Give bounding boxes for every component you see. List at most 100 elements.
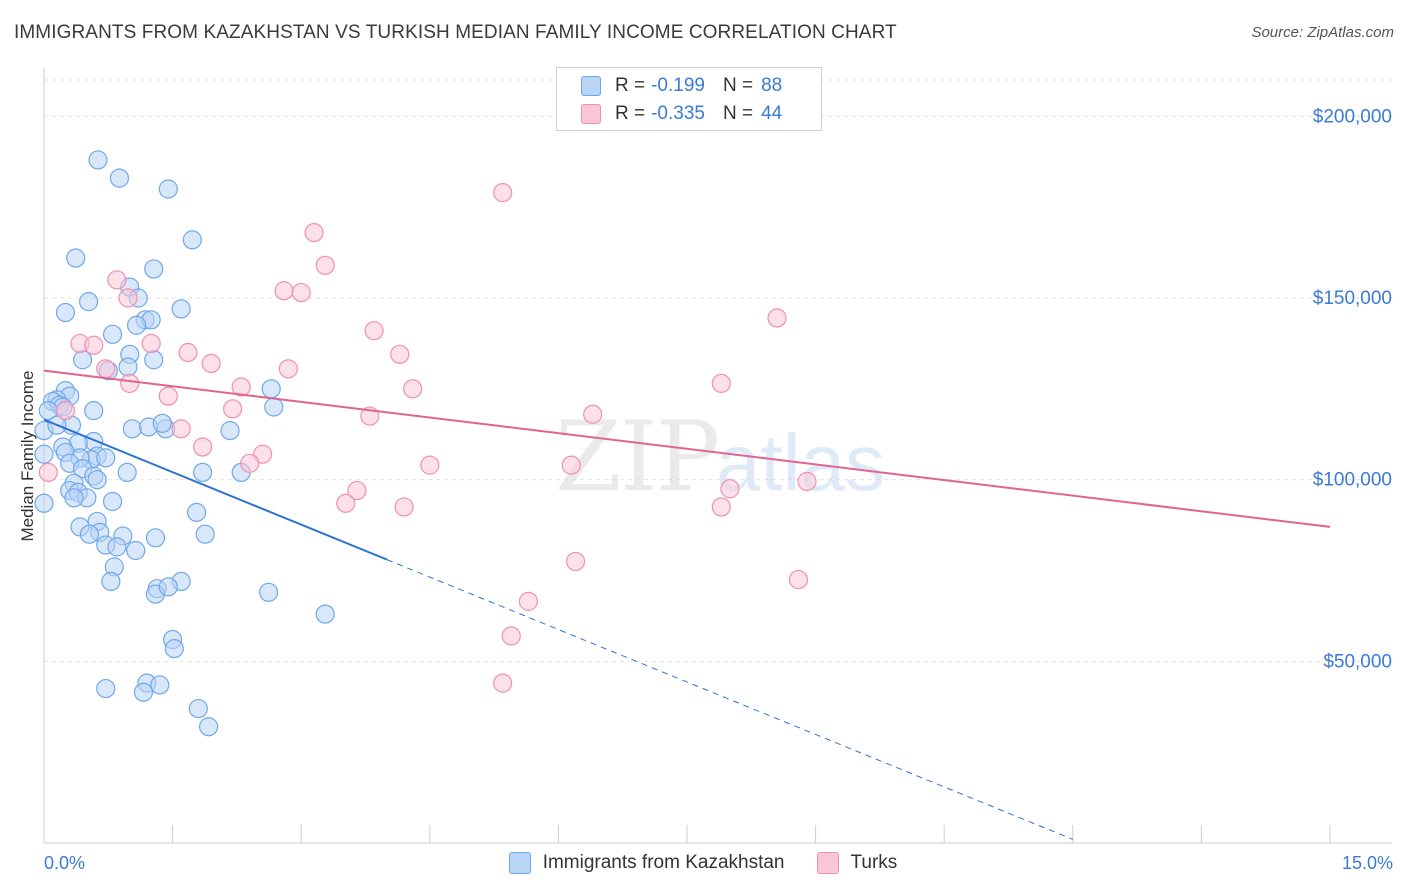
turks-point <box>223 399 243 419</box>
turks-point <box>583 404 603 424</box>
kazakhstan-point <box>101 571 121 592</box>
turks-point <box>120 373 140 393</box>
kazakhstan-point <box>144 259 164 279</box>
kazakhstan-point <box>88 150 108 170</box>
kazakhstan-point <box>264 397 284 417</box>
kazakhstan-point <box>150 675 170 695</box>
legend-row-kazakhstan: R = -0.199 N = 88 <box>581 73 782 99</box>
turks-point <box>711 373 731 393</box>
turks-point <box>158 386 178 406</box>
kazakhstan-point <box>126 315 147 335</box>
legend-n-value: 88 <box>761 75 783 96</box>
chart-source: Source: ZipAtlas.com <box>1251 24 1394 41</box>
x-tick-label-max: 15.0% <box>1342 853 1393 873</box>
kazakhstan-point <box>126 540 146 561</box>
kazakhstan-point <box>96 678 116 699</box>
chart-title: IMMIGRANTS FROM KAZAKHSTAN VS TURKISH ME… <box>14 22 897 43</box>
legend-swatch-kazakhstan <box>581 76 601 96</box>
turks-point <box>501 626 521 646</box>
turks-point <box>347 480 367 501</box>
turks-point <box>171 419 191 439</box>
legend-n-value: 44 <box>761 103 783 124</box>
kazakhstan-point <box>122 419 142 439</box>
turks-point <box>767 308 787 328</box>
kazakhstan-point <box>64 488 84 508</box>
kazakhstan-point <box>66 248 86 268</box>
kazakhstan-point <box>315 604 335 624</box>
series-swatch-kazakhstan <box>508 852 531 874</box>
kazakhstan-point <box>158 577 178 597</box>
turks-point <box>797 471 817 492</box>
legend-row-turks: R = -0.335 N = 44 <box>581 101 782 127</box>
series-label-turks: Turks <box>850 852 898 873</box>
y-tick-label: $50,000 <box>1323 651 1392 672</box>
series-legend-kazakhstan[interactable]: Immigrants from Kazakhstan <box>508 852 785 874</box>
kazakhstan-point <box>102 324 123 344</box>
turks-point <box>403 379 423 399</box>
kazakhstan-point <box>199 717 219 737</box>
turks-point <box>278 359 298 379</box>
kazakhstan-point <box>79 524 100 544</box>
kazakhstan-point <box>220 421 240 441</box>
kazakhstan-point <box>96 448 116 468</box>
turks-point <box>420 455 440 475</box>
kazakhstan-point <box>188 698 208 719</box>
watermark-zip: ZIP <box>555 401 718 513</box>
turks-point <box>55 401 76 421</box>
kazakhstan-trend-extension <box>386 559 1073 840</box>
turks-point <box>711 497 731 517</box>
kazakhstan-point <box>259 582 279 602</box>
kazakhstan-point <box>118 357 138 377</box>
kazakhstan-point <box>187 502 207 522</box>
y-tick-label: $150,000 <box>1313 288 1392 309</box>
legend-r-value: -0.199 <box>651 75 705 96</box>
turks-point <box>193 437 213 457</box>
turks-point <box>493 183 513 203</box>
turks-point <box>201 353 221 373</box>
kazakhstan-point <box>102 491 123 512</box>
kazakhstan-point <box>182 230 202 250</box>
turks-point <box>291 282 311 303</box>
turks-point <box>274 281 294 301</box>
y-tick-label: $200,000 <box>1313 106 1392 127</box>
turks-point <box>364 321 384 341</box>
series-label-kazakhstan: Immigrants from Kazakhstan <box>542 852 785 873</box>
kazakhstan-point <box>152 413 172 433</box>
kazakhstan-point <box>109 168 130 188</box>
turks-point <box>96 359 116 379</box>
kazakhstan-point <box>164 639 184 659</box>
legend-r-value: -0.335 <box>651 103 705 124</box>
kazakhstan-point <box>158 179 178 199</box>
turks-point <box>38 462 58 482</box>
turks-point <box>561 455 581 475</box>
kazakhstan-point <box>78 292 99 312</box>
legend-r-label: R = <box>615 75 646 96</box>
kazakhstan-point <box>87 470 107 490</box>
turks-point <box>178 342 198 363</box>
kazakhstan-point <box>117 462 137 482</box>
turks-point <box>788 569 809 590</box>
series-swatch-turks <box>816 852 839 874</box>
kazakhstan-point <box>193 462 213 482</box>
turks-point <box>118 288 138 308</box>
turks-point <box>240 453 260 473</box>
turks-point <box>231 377 251 397</box>
turks-point <box>565 551 586 572</box>
turks-point <box>84 335 104 355</box>
series-legend: Immigrants from Kazakhstan Turks <box>0 852 1406 874</box>
turks-point <box>720 479 740 499</box>
series-legend-turks[interactable]: Turks <box>816 852 898 874</box>
kazakhstan-point <box>34 444 54 464</box>
turks-point <box>493 673 513 693</box>
legend-swatch-turks <box>581 104 601 124</box>
legend-n-label: N = <box>722 103 754 124</box>
kazakhstan-point <box>261 379 281 399</box>
kazakhstan-point <box>55 302 76 323</box>
kazakhstan-point <box>133 682 154 702</box>
kazakhstan-trend-line <box>43 418 388 561</box>
turks-point <box>336 493 356 513</box>
turks-point <box>390 344 410 364</box>
turks-trend-line <box>43 369 1331 528</box>
correlation-legend: R = -0.199 N = 88 R = -0.335 N = 44 <box>556 67 822 131</box>
kazakhstan-point <box>195 524 215 544</box>
